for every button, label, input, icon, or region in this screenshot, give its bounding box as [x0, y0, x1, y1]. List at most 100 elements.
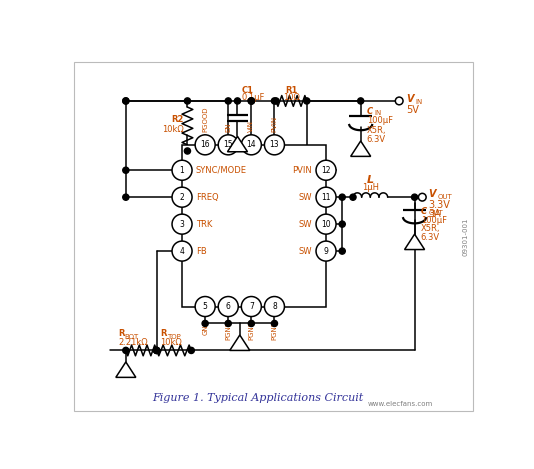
Text: C: C — [367, 107, 373, 116]
Text: GND: GND — [202, 319, 208, 335]
Circle shape — [339, 221, 345, 227]
Circle shape — [123, 98, 129, 104]
Text: 3.3V: 3.3V — [428, 200, 450, 210]
Text: 6.3V: 6.3V — [421, 233, 440, 242]
Text: C: C — [421, 206, 427, 216]
Text: VIN: VIN — [248, 120, 254, 132]
Text: OUT: OUT — [438, 194, 452, 200]
Text: ADP2118: ADP2118 — [215, 226, 293, 241]
Circle shape — [273, 98, 279, 104]
Text: 6.3V: 6.3V — [367, 135, 386, 144]
Polygon shape — [351, 141, 371, 156]
Circle shape — [316, 214, 336, 234]
Text: FB: FB — [196, 247, 207, 256]
Text: V: V — [406, 94, 414, 105]
Text: FREQ: FREQ — [196, 193, 218, 202]
Text: SW: SW — [299, 193, 312, 202]
Text: R: R — [161, 329, 167, 338]
Circle shape — [412, 194, 418, 200]
Circle shape — [350, 194, 356, 200]
Circle shape — [172, 187, 192, 207]
Circle shape — [154, 348, 160, 354]
Circle shape — [339, 194, 345, 200]
Text: www.elecfans.com: www.elecfans.com — [368, 401, 433, 407]
Text: 100μF: 100μF — [421, 216, 447, 225]
Text: 09301-001: 09301-001 — [462, 218, 468, 256]
Circle shape — [123, 194, 129, 200]
Text: SW: SW — [299, 247, 312, 256]
Circle shape — [264, 135, 285, 155]
Circle shape — [225, 98, 231, 104]
Circle shape — [172, 241, 192, 261]
Circle shape — [241, 135, 261, 155]
Text: 1: 1 — [179, 166, 184, 175]
Circle shape — [218, 135, 238, 155]
Text: 100μF: 100μF — [367, 116, 393, 126]
Text: EN: EN — [225, 122, 231, 132]
Circle shape — [339, 248, 345, 254]
Text: 11: 11 — [321, 193, 331, 202]
Text: 15: 15 — [223, 140, 233, 149]
Circle shape — [316, 160, 336, 180]
Text: 3A: 3A — [428, 209, 441, 219]
Text: IN: IN — [374, 110, 382, 116]
Circle shape — [248, 98, 254, 104]
Text: 5V: 5V — [406, 105, 419, 115]
Polygon shape — [405, 234, 425, 250]
Text: X5R,: X5R, — [421, 224, 440, 233]
Text: BOT: BOT — [124, 333, 138, 340]
Circle shape — [172, 160, 192, 180]
Text: 1μH: 1μH — [362, 183, 379, 192]
Circle shape — [316, 241, 336, 261]
Circle shape — [419, 193, 426, 201]
Circle shape — [123, 167, 129, 174]
Circle shape — [395, 97, 403, 105]
Text: PGND: PGND — [271, 319, 278, 340]
Text: 8: 8 — [272, 302, 277, 311]
Text: PVIN: PVIN — [293, 166, 312, 175]
Text: 10kΩ: 10kΩ — [162, 125, 184, 134]
Polygon shape — [227, 136, 247, 152]
Circle shape — [195, 296, 215, 317]
Text: 0.1μF: 0.1μF — [241, 93, 265, 102]
Text: 4: 4 — [179, 247, 184, 256]
Text: 14: 14 — [247, 140, 256, 149]
Text: X5R,: X5R, — [367, 126, 386, 135]
Circle shape — [184, 98, 191, 104]
Circle shape — [123, 348, 129, 354]
Circle shape — [264, 296, 285, 317]
Text: 10Ω: 10Ω — [283, 93, 300, 102]
Text: PVIN: PVIN — [271, 116, 278, 132]
Circle shape — [154, 348, 160, 354]
Text: L: L — [367, 175, 374, 185]
Circle shape — [234, 98, 240, 104]
Text: 7: 7 — [249, 302, 254, 311]
Circle shape — [304, 98, 310, 104]
Text: Figure 1. Typical Applications Circuit: Figure 1. Typical Applications Circuit — [153, 393, 364, 403]
Text: R1: R1 — [285, 86, 297, 95]
Bar — [182, 145, 326, 307]
Text: IN: IN — [415, 98, 422, 105]
Text: PGND: PGND — [225, 319, 231, 340]
Circle shape — [184, 148, 191, 154]
Circle shape — [271, 320, 278, 326]
Text: TRK: TRK — [196, 219, 213, 229]
Circle shape — [248, 98, 254, 104]
Text: SW: SW — [299, 219, 312, 229]
Text: 3: 3 — [179, 219, 184, 229]
Circle shape — [202, 320, 208, 326]
Circle shape — [271, 98, 278, 104]
Circle shape — [218, 296, 238, 317]
Circle shape — [225, 320, 231, 326]
Text: 5: 5 — [203, 302, 208, 311]
Text: C1: C1 — [241, 86, 253, 95]
Circle shape — [195, 135, 215, 155]
Polygon shape — [230, 335, 250, 350]
Text: V: V — [428, 189, 436, 199]
Text: OUT: OUT — [428, 210, 443, 216]
Circle shape — [172, 214, 192, 234]
Circle shape — [241, 296, 261, 317]
Text: 2.21kΩ: 2.21kΩ — [118, 338, 148, 347]
Text: 9: 9 — [324, 247, 328, 256]
Circle shape — [248, 320, 254, 326]
